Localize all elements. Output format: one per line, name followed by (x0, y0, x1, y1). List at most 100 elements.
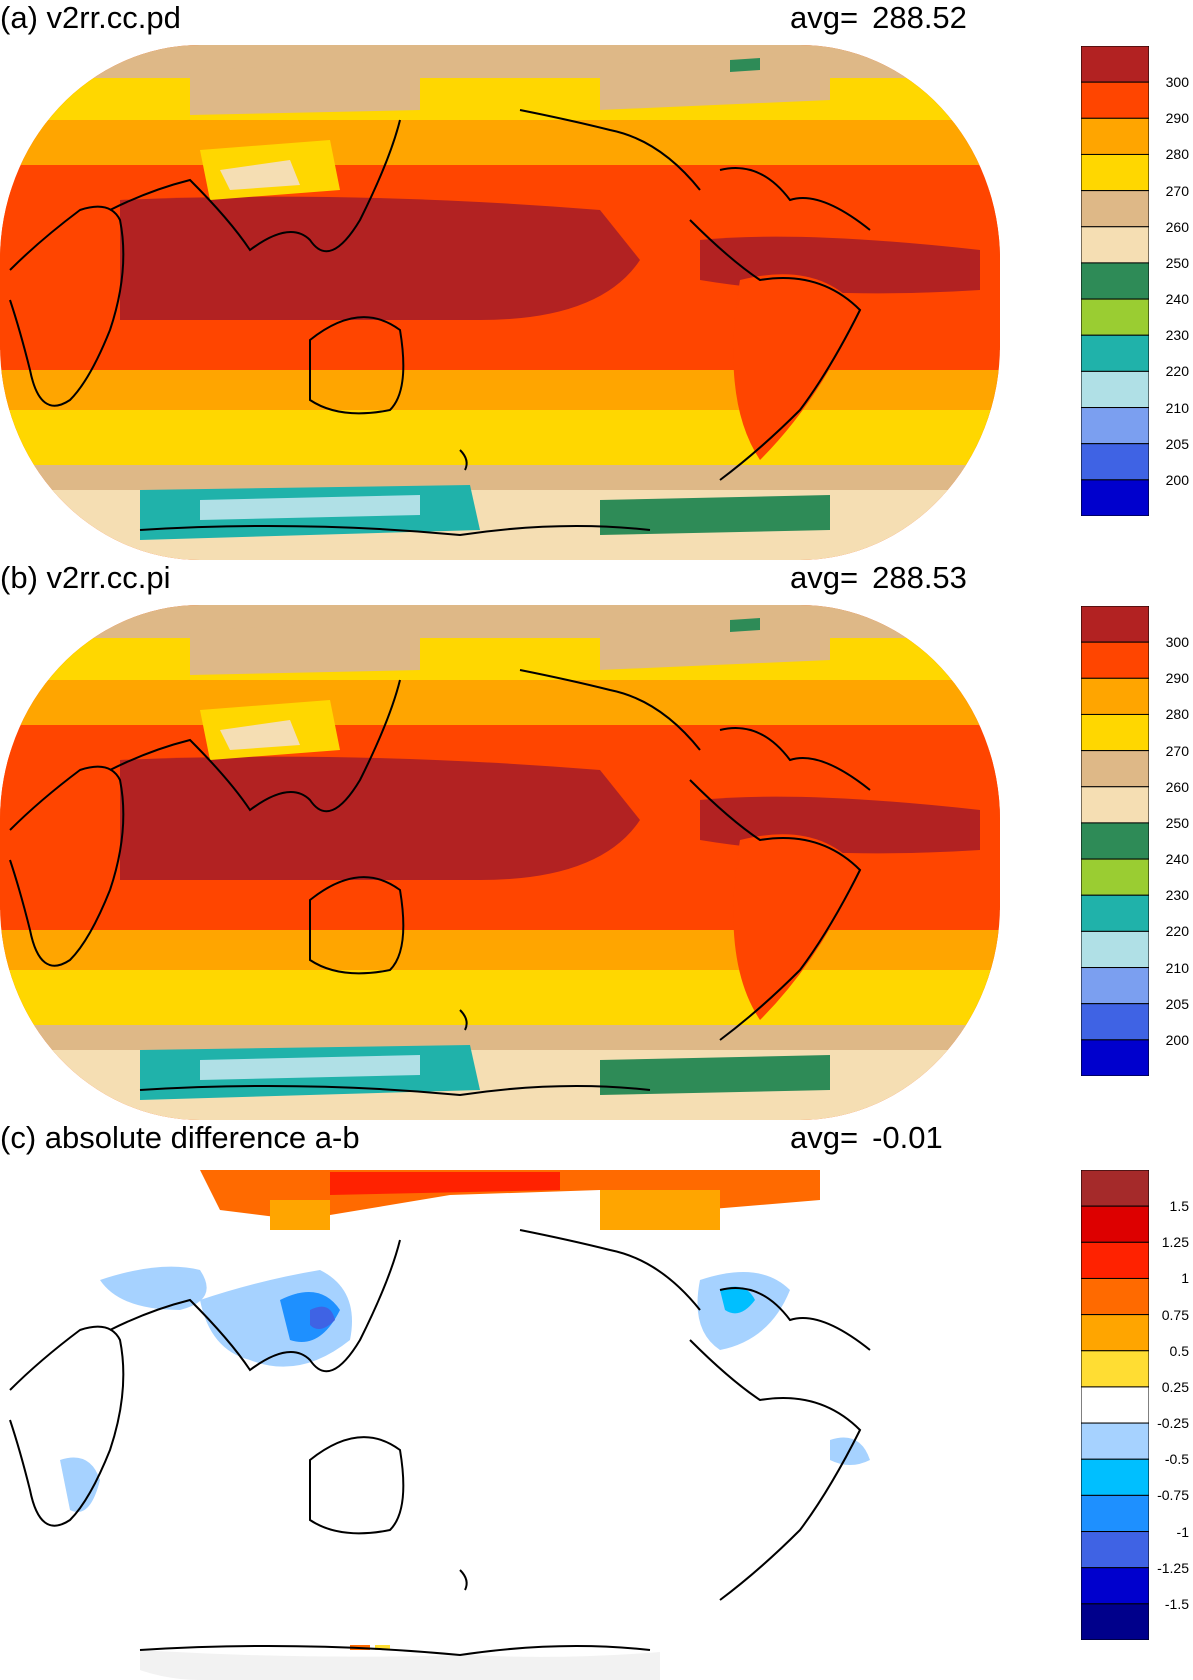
colorbar-label: 260 (1165, 778, 1189, 795)
colorbar-swatch (1081, 1567, 1149, 1605)
temperature-map-pd (0, 45, 1000, 560)
colorbar-swatches (1081, 46, 1149, 516)
colorbar-label: 205 (1165, 435, 1189, 452)
colorbar-swatch (1081, 1241, 1149, 1279)
polar-band-north (0, 605, 1000, 638)
colorbar-swatch (1081, 1039, 1149, 1076)
colorbar-label: 230 (1165, 887, 1189, 904)
colorbar-label: 205 (1165, 995, 1189, 1012)
colorbar-label: 0.75 (1161, 1306, 1189, 1323)
colorbar-swatch (1081, 46, 1149, 83)
colorbar-swatch (1081, 1422, 1149, 1460)
colorbar-label: -1 (1176, 1523, 1189, 1540)
coastlines (9, 109, 871, 537)
colorbar-label: -0.25 (1157, 1415, 1189, 1432)
colorbar-label: 1.25 (1161, 1234, 1189, 1251)
colorbar-label: 210 (1165, 399, 1189, 416)
colorbar-swatch (1081, 479, 1149, 516)
colorbar-swatch (1081, 1277, 1149, 1316)
colorbar-label: -1.5 (1164, 1595, 1189, 1612)
colorbar-label: 290 (1165, 670, 1189, 687)
colorbar-label: 0.25 (1161, 1378, 1189, 1395)
colorbar-swatch (1081, 226, 1149, 264)
colorbar-label: 240 (1165, 291, 1189, 308)
colorbar-label: 1 (1181, 1270, 1189, 1287)
colorbar-swatch (1081, 153, 1149, 192)
colorbar-label: 290 (1165, 110, 1189, 127)
colorbar-swatch (1081, 117, 1149, 155)
colorbar-swatches (1081, 1170, 1149, 1640)
panel-title: (c) absolute difference a-b (0, 1120, 360, 1155)
colorbar-label: 270 (1165, 742, 1189, 759)
colorbar-swatch (1081, 1314, 1149, 1352)
colorbar-label: 200 (1165, 471, 1189, 488)
colorbar-label: 280 (1165, 706, 1189, 723)
polar-band-north (0, 45, 1000, 78)
colorbar-a: 300 290 280 270 260 250 240 230 220 210 205 200 (1081, 46, 1193, 516)
warm-pool (120, 196, 640, 320)
avg-value: 288.53 (872, 560, 967, 595)
temperature-map-pi (0, 605, 1000, 1120)
colorbar-swatch (1081, 677, 1149, 715)
colorbar-swatch (1081, 967, 1149, 1005)
colorbar-label: 270 (1165, 182, 1189, 199)
colorbar-label: 240 (1165, 851, 1189, 868)
colorbar-c: 1.5 1.25 1 0.75 0.5 0.25 -0.25 -0.5 -0.75 -1 -1.25… (1081, 1170, 1193, 1640)
colorbar-label: 220 (1165, 923, 1189, 940)
colorbar-swatch (1081, 190, 1149, 228)
panel-b: (b) v2rr.cc.pi avg= 288.53 (0, 560, 1193, 1120)
difference-map (0, 1165, 1000, 1680)
colorbar-label: 220 (1165, 363, 1189, 380)
panel-title: (b) v2rr.cc.pi (0, 560, 171, 595)
colorbar-swatch (1081, 1170, 1149, 1207)
colorbar-swatch (1081, 334, 1149, 372)
colorbar-swatch (1081, 786, 1149, 824)
colorbar-swatch (1081, 1386, 1149, 1424)
avg-label: avg= (790, 1120, 859, 1155)
colorbar-label: 280 (1165, 146, 1189, 163)
colorbar-swatch (1081, 1350, 1149, 1388)
panel-title: (a) v2rr.cc.pd (0, 0, 181, 35)
colorbar-label: 230 (1165, 327, 1189, 344)
colorbar-swatch (1081, 298, 1149, 336)
colorbar-swatch (1081, 1458, 1149, 1496)
panel-c: (c) absolute difference a-b avg= -0.01 (0, 1120, 1193, 1680)
avg-label: avg= (790, 560, 859, 595)
colorbar-swatch (1081, 606, 1149, 643)
colorbar-label: -0.5 (1164, 1451, 1189, 1468)
colorbar-label: 250 (1165, 254, 1189, 271)
colorbar-swatch (1081, 930, 1149, 969)
colorbar-swatch (1081, 407, 1149, 445)
panel-average: avg= 288.52 (790, 0, 967, 36)
colorbar-swatch (1081, 822, 1149, 860)
panel-average: avg= -0.01 (790, 1120, 943, 1156)
colorbar-swatch (1081, 1205, 1149, 1243)
colorbar-swatch (1081, 81, 1149, 119)
colorbar-label: 250 (1165, 814, 1189, 831)
colorbar-swatch (1081, 1603, 1149, 1640)
colorbar-label: 1.5 (1169, 1198, 1189, 1215)
colorbar-label: 210 (1165, 959, 1189, 976)
warm-pool (120, 756, 640, 880)
colorbar-swatch (1081, 1531, 1149, 1569)
colorbar-label: 200 (1165, 1031, 1189, 1048)
colorbar-swatches (1081, 606, 1149, 1076)
colorbar-label: 300 (1165, 74, 1189, 91)
avg-value: -0.01 (872, 1120, 943, 1155)
coastlines (9, 669, 871, 1097)
colorbar-swatch (1081, 1003, 1149, 1041)
colorbar-swatch (1081, 750, 1149, 788)
colorbar-swatch (1081, 370, 1149, 409)
colorbar-swatch (1081, 858, 1149, 896)
colorbar-swatch (1081, 262, 1149, 300)
colorbar-label: -1.25 (1157, 1559, 1189, 1576)
colorbar-b: 300 290 280 270 260 250 240 230 220 210 205 200 (1081, 606, 1193, 1076)
colorbar-swatch (1081, 1494, 1149, 1533)
colorbar-swatch (1081, 894, 1149, 932)
colorbar-label: 300 (1165, 634, 1189, 651)
colorbar-label: 0.5 (1169, 1342, 1189, 1359)
colorbar-swatch (1081, 713, 1149, 752)
panel-a: (a) v2rr.cc.pd avg= 288.52 (0, 0, 1193, 560)
colorbar-swatch (1081, 443, 1149, 481)
colorbar-label: -0.75 (1157, 1487, 1189, 1504)
